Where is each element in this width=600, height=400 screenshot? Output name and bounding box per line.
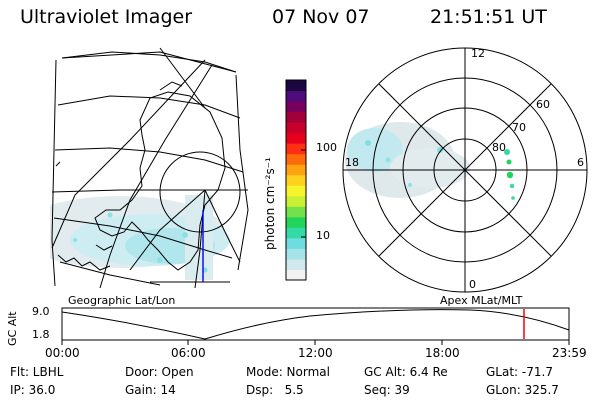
timeline-tick-0: 00:00 [45, 346, 80, 360]
info-glon: GLon: 325.7 [486, 383, 559, 397]
timeline-y-low: 1.8 [32, 328, 50, 341]
colorbar-segment [286, 101, 306, 113]
colorbar-segment [286, 237, 306, 249]
polar-map [342, 47, 588, 293]
lat-70-label: 70 [512, 121, 526, 134]
colorbar-tick-100: 100 [316, 141, 337, 154]
map-border-left [61, 51, 237, 73]
colorbar-segment [286, 143, 306, 155]
colorbar-segment [286, 248, 306, 260]
info-ip: IP: 36.0 [10, 383, 56, 397]
colorbar-segment [286, 258, 306, 270]
mlt-12-label: 12 [471, 47, 485, 60]
timeline-tick-4: 23:59 [552, 346, 587, 360]
intensity-colorbar [285, 79, 307, 281]
info-dsp: Dsp: 5.5 [246, 383, 304, 397]
time-label: 21:51:51 UT [430, 6, 547, 28]
info-glat: GLat: -71.7 [486, 365, 553, 379]
mlt-6-label: 6 [577, 156, 584, 169]
timeline-tick-3: 18:00 [425, 346, 460, 360]
lat-80-label: 80 [492, 141, 506, 154]
geographic-map [50, 47, 249, 288]
colorbar-segment [286, 90, 306, 102]
lat-60-label: 60 [536, 98, 550, 111]
colorbar-tick-10: 10 [316, 229, 330, 242]
aurora-emission-polar [345, 122, 515, 200]
colorbar-segment [286, 195, 306, 207]
colorbar-segment [286, 185, 306, 197]
colorbar-border [285, 79, 307, 281]
info-seq: Seq: 39 [364, 383, 410, 397]
timeline-y-high: 9.0 [32, 305, 50, 318]
timeline-tick-2: 12:00 [298, 346, 333, 360]
colorbar-unit-label: photon cm⁻²s⁻¹ [263, 157, 277, 250]
info-gc-alt: GC Alt: 6.4 Re [364, 365, 448, 379]
info-filter: Flt: LBHL [10, 365, 64, 379]
colorbar-segment [286, 122, 306, 134]
colorbar-segment [286, 111, 306, 123]
mlt-18-label: 18 [345, 156, 359, 169]
apex-map-label: Apex MLat/MLT [440, 294, 523, 307]
colorbar-segment [286, 216, 306, 228]
colorbar-segment [286, 153, 306, 165]
colorbar-segment [286, 174, 306, 186]
timeline-tick-1: 06:00 [171, 346, 206, 360]
info-gain: Gain: 14 [125, 383, 176, 397]
info-mode: Mode: Normal [246, 365, 330, 379]
info-door: Door: Open [125, 365, 194, 379]
geographic-map-label: Geographic Lat/Lon [68, 294, 176, 307]
altitude-timeline [61, 307, 570, 345]
colorbar-segment [286, 164, 306, 176]
timeline-y-label: GC Alt [6, 311, 19, 346]
colorbar-segment [286, 80, 306, 92]
colorbar-segment [286, 227, 306, 239]
mlt-0-label: 0 [469, 278, 476, 291]
colorbar-segment [286, 269, 306, 281]
date-label: 07 Nov 07 [272, 6, 370, 28]
colorbar-segment [286, 206, 306, 218]
colorbar-segment [286, 132, 306, 144]
app-title: Ultraviolet Imager [20, 6, 193, 28]
